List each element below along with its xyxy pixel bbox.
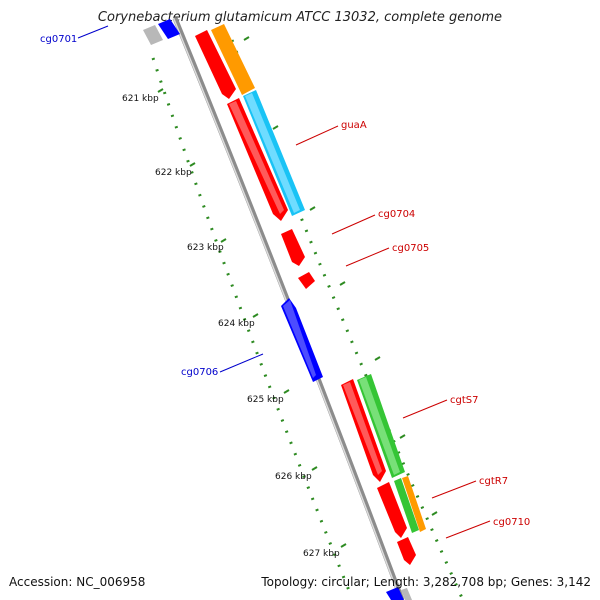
gene-label-guaA: guaA [341,120,367,131]
gene-grey-top [143,25,163,45]
gene-cg0705 [298,272,315,289]
accession-text: Accession: NC_006958 [9,575,146,589]
gene-blue-top [158,19,180,39]
kbp-label: 624 kbp [218,319,255,329]
gene-cg0704 [281,229,305,266]
outer-major-ticks [243,36,438,516]
gene-red-1 [195,30,236,99]
kbp-label: 621 kbp [122,94,159,104]
gene-blue-bottom [386,587,404,600]
kbp-label: 627 kbp [303,549,340,559]
kbp-label: 625 kbp [247,395,284,405]
gene-green-2 [394,478,419,533]
inner-dotted-track [151,57,354,599]
gene-label-cgtR7: cgtR7 [479,476,508,487]
gene-label-cg0705: cg0705 [392,243,429,254]
gene-label-cg0704: cg0704 [378,209,415,220]
gene-label-cgtS7: cgtS7 [450,395,478,406]
gene-label-cg0701: cg0701 [40,34,77,45]
kbp-label: 623 kbp [187,243,224,253]
gene-label-cg0706: cg0706 [181,367,218,378]
callout-lines [77,25,491,539]
kbp-label: 626 kbp [275,472,312,482]
inner-major-ticks [157,88,347,548]
gene-orange-1 [211,24,255,95]
outer-dotted-track [230,39,464,599]
gene-red-cg0710-lane [397,537,416,565]
kbp-label: 622 kbp [155,168,192,178]
gene-orange-2 [402,476,426,532]
map-title: Corynebacterium glutamicum ATCC 13032, c… [97,10,503,25]
gene-red-cgtR7-lane [377,482,407,538]
gene-cyan [243,90,305,216]
gene-label-cg0710: cg0710 [493,517,530,528]
gene-guaA [227,98,288,221]
gene-cg0706 [281,298,323,382]
gene-green-1 [357,374,405,478]
genome-summary-text: Topology: circular; Length: 3,282,708 bp… [261,575,591,589]
gene-grey-bottom [401,588,412,600]
gene-red-cgtS7-lane [341,379,386,482]
